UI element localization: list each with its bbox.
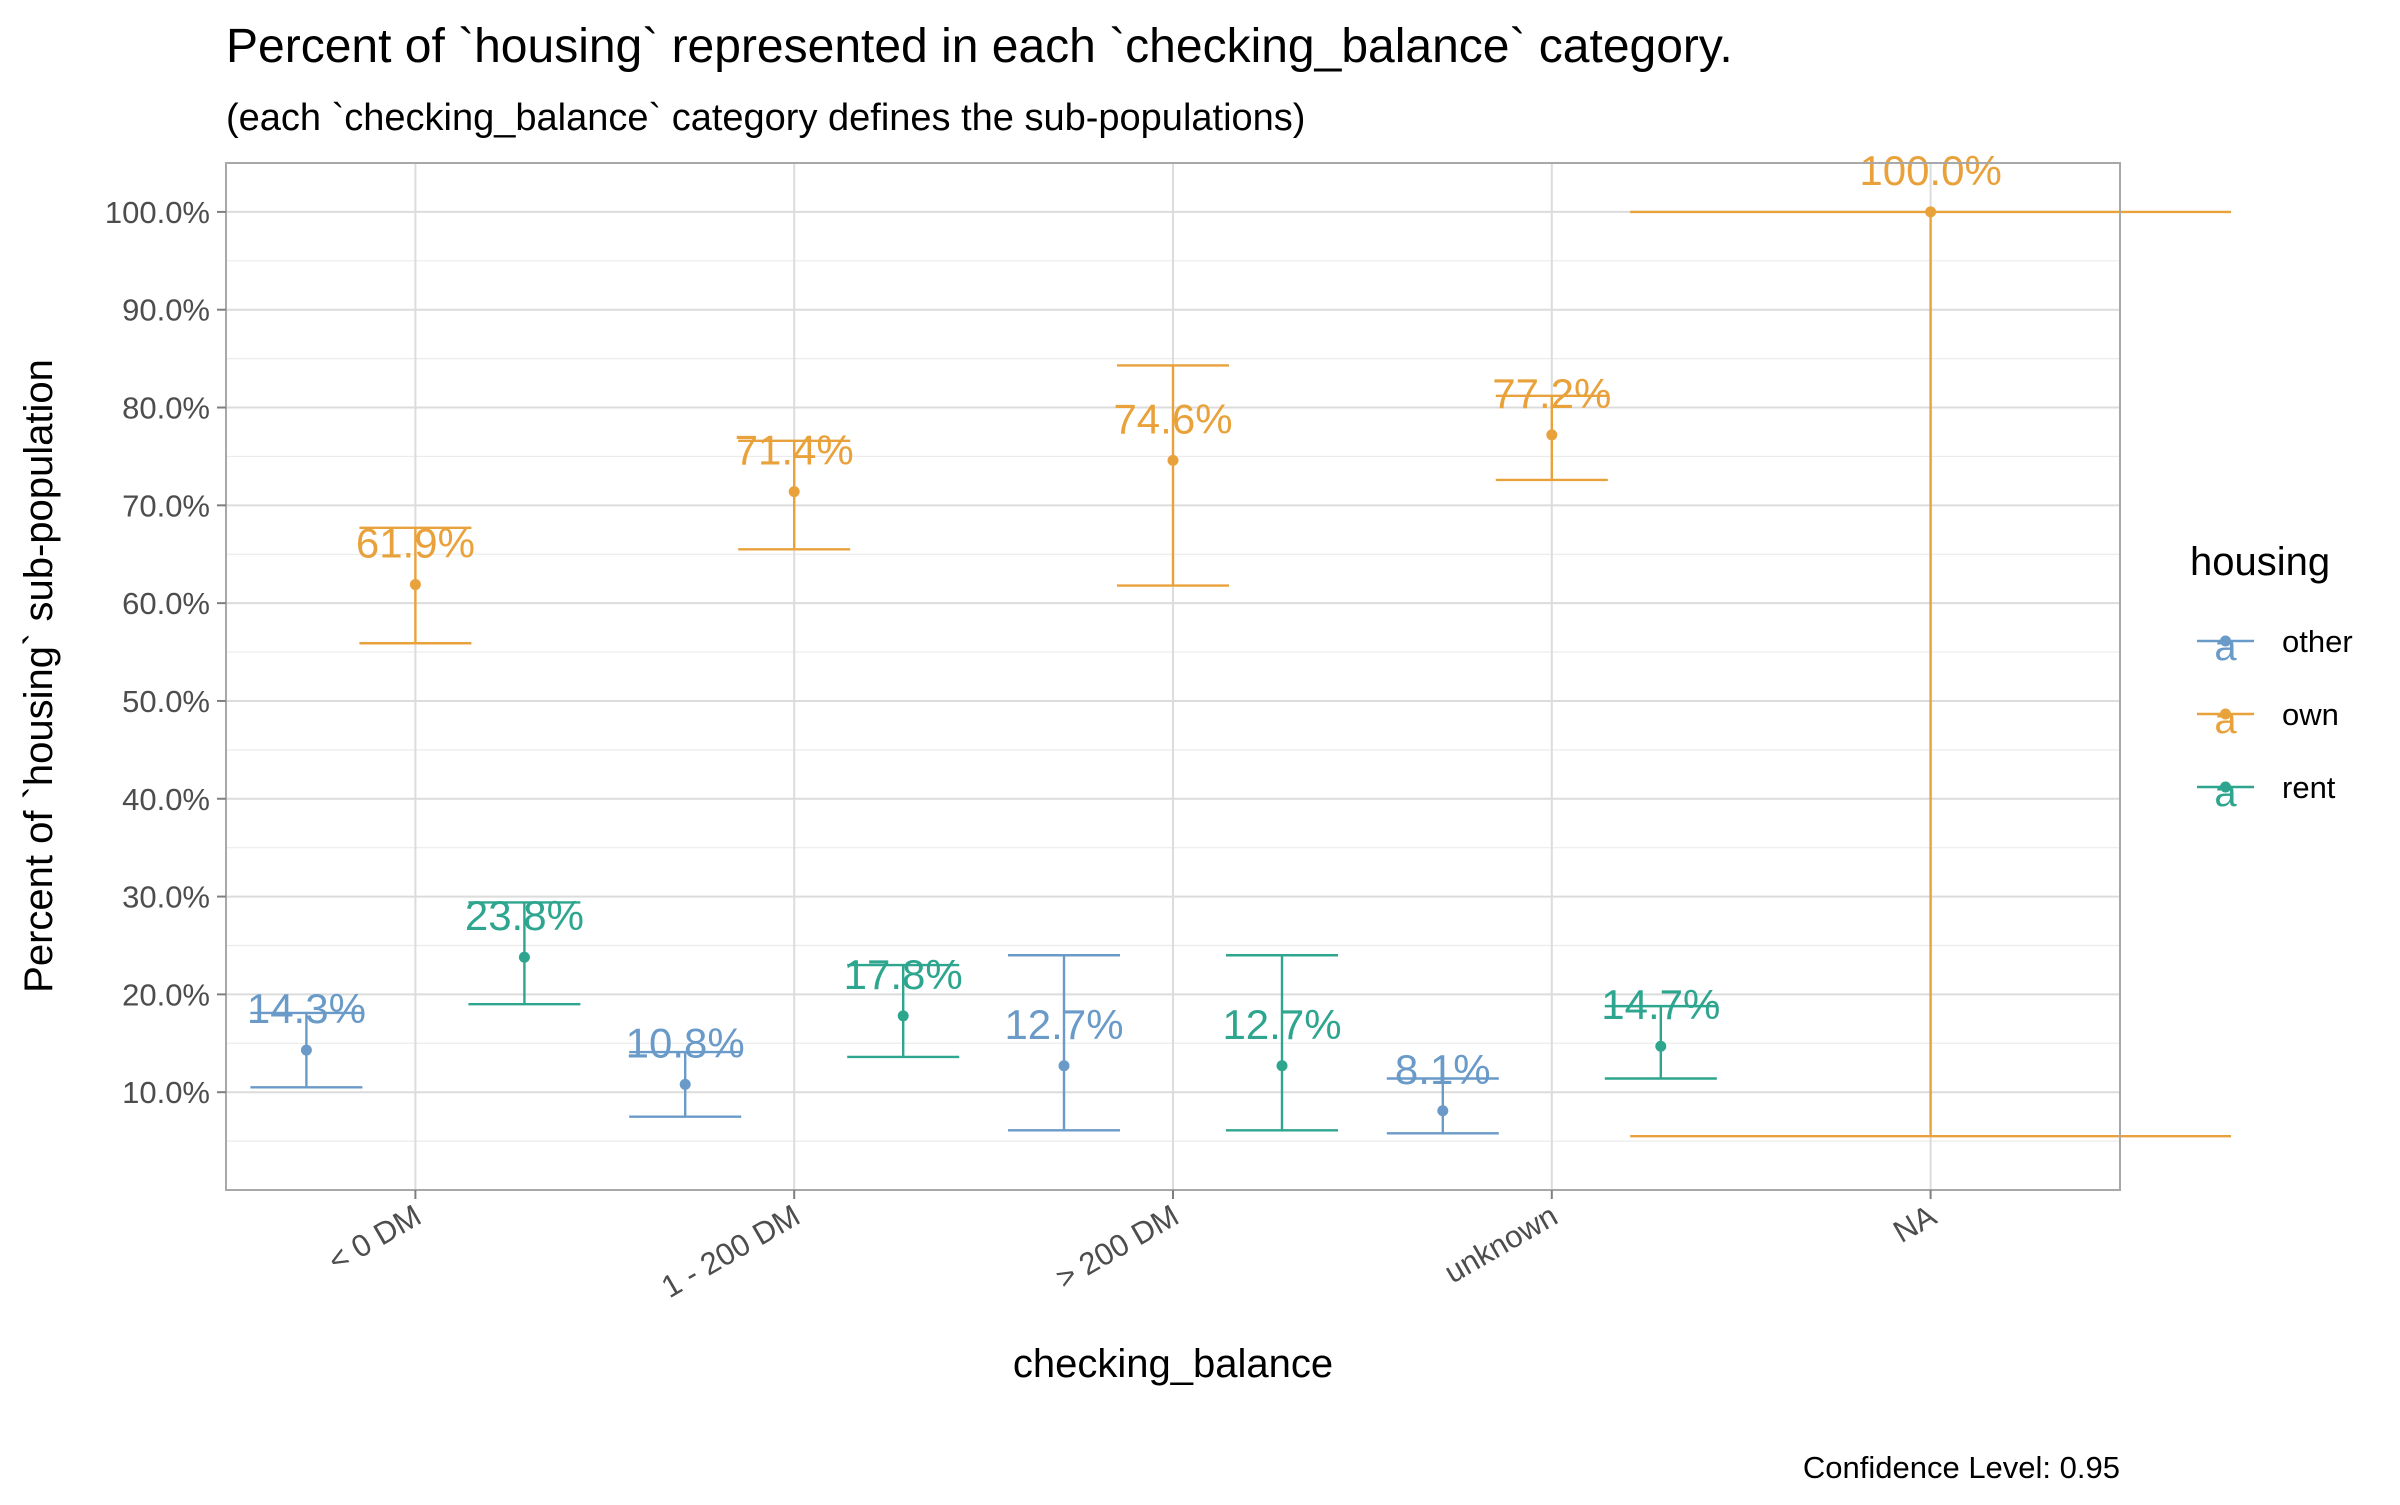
errorbar-other (250, 1011, 363, 1089)
y-tick-label: 60.0% (122, 586, 210, 621)
x-tick-label: NA (1887, 1198, 1942, 1250)
data-label-other: 12.7% (1004, 1001, 1123, 1048)
legend-label: rent (2282, 770, 2336, 805)
data-point-other (1437, 1105, 1449, 1117)
x-axis: < 0 DM 1 - 200 DM > 200 DM unknown NA (322, 1190, 1942, 1305)
errorbars-layer (250, 206, 2232, 1138)
legend-key-glyph: a (2214, 625, 2237, 669)
y-axis: 10.0% 20.0% 30.0% 40.0% 50.0% 60.0% 70.0% 80.0%… (105, 195, 226, 1110)
errorbar-rent (468, 901, 581, 1006)
errorbar-own (1630, 206, 2232, 1138)
legend-item-own: a own (2197, 697, 2339, 742)
legend-item-rent: a rent (2197, 770, 2336, 815)
legend-label: own (2282, 697, 2339, 732)
errorbar-own (1117, 364, 1229, 587)
data-label-rent: 17.8% (844, 951, 963, 998)
data-point-rent (897, 1010, 909, 1022)
errorbar-own (1495, 394, 1608, 482)
legend-key-point (2220, 635, 2231, 647)
data-label-rent: 14.7% (1601, 981, 1720, 1028)
y-tick-label: 40.0% (122, 782, 210, 817)
data-point-other (679, 1078, 691, 1090)
chart-subtitle: (each `checking_balance` category define… (226, 97, 1305, 139)
errorbar-other (1386, 1077, 1499, 1135)
grid-layer (226, 162, 2120, 1190)
legend-item-other: a other (2197, 624, 2353, 669)
legend-key-point (2220, 781, 2231, 793)
legend-key-point (2220, 708, 2231, 720)
data-label-own: 61.9% (356, 520, 475, 567)
data-label-other: 10.8% (626, 1019, 745, 1066)
data-label-other: 14.3% (247, 985, 366, 1032)
data-label-own: 71.4% (735, 427, 854, 474)
chart-title: Percent of `housing` represented in each… (226, 20, 1733, 73)
data-point-rent (518, 951, 530, 963)
x-tick-label: < 0 DM (322, 1198, 427, 1279)
errorbar-rent (847, 963, 960, 1059)
y-tick-label: 90.0% (122, 293, 210, 328)
data-label-rent: 12.7% (1222, 1001, 1341, 1048)
y-tick-label: 80.0% (122, 391, 210, 426)
errorbar-other (629, 1050, 742, 1118)
data-point-rent (1655, 1040, 1667, 1052)
errorbar-own (738, 439, 851, 551)
y-tick-label: 30.0% (122, 880, 210, 915)
x-tick-label: > 200 DM (1050, 1198, 1185, 1296)
data-label-other: 8.1% (1395, 1046, 1491, 1093)
errorbar-own (359, 526, 472, 645)
data-point-own (409, 579, 421, 591)
data-point-own (788, 486, 800, 498)
legend-label: other (2282, 624, 2353, 659)
x-tick-label: unknown (1438, 1198, 1563, 1290)
x-axis-title: checking_balance (1013, 1342, 1333, 1386)
data-point-own (1167, 454, 1179, 466)
y-tick-label: 10.0% (122, 1075, 210, 1110)
y-tick-label: 20.0% (122, 977, 210, 1012)
legend-key-glyph: a (2214, 771, 2237, 815)
data-label-rent: 23.8% (465, 892, 584, 939)
legend: housing a other a own a rent (2190, 540, 2353, 815)
legend-title: housing (2190, 540, 2330, 584)
data-point-rent (1276, 1060, 1288, 1072)
data-label-own: 74.6% (1113, 395, 1232, 442)
data-labels-layer: 14.3% 10.8% 12.7% 8.1% 61.9% 71.4% 74.6% 77.2% 1… (247, 147, 2002, 1093)
x-tick-label: 1 - 200 DM (655, 1198, 805, 1305)
data-point-own (1546, 429, 1558, 441)
errorbar-rent (1604, 1004, 1717, 1080)
errorbar-rent (1226, 954, 1338, 1132)
data-point-other (1058, 1060, 1070, 1072)
y-tick-label: 100.0% (105, 195, 210, 230)
data-point-other (300, 1044, 312, 1056)
data-label-own: 77.2% (1492, 370, 1611, 417)
data-point-own (1925, 206, 1937, 218)
legend-key-glyph: a (2214, 698, 2237, 742)
y-tick-label: 50.0% (122, 684, 210, 719)
data-label-own: 100.0% (1859, 147, 2001, 194)
y-axis-title: Percent of `housing` sub-population (17, 359, 61, 993)
y-tick-label: 70.0% (122, 488, 210, 523)
chart-caption: Confidence Level: 0.95 (1803, 1450, 2120, 1485)
errorbar-other (1008, 954, 1120, 1132)
